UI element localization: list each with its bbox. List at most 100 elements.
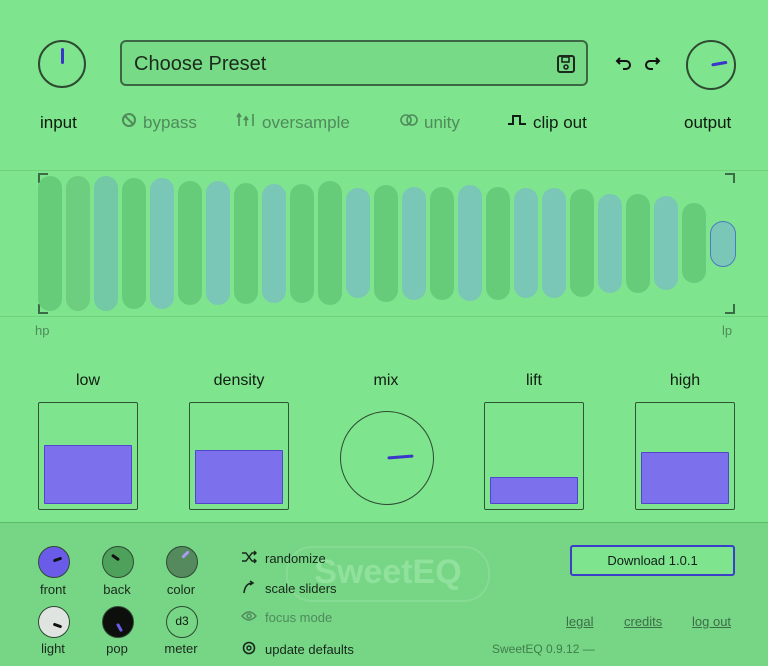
- update-defaults-label: update defaults: [265, 642, 354, 657]
- meter-knob[interactable]: d3: [166, 606, 198, 638]
- input-knob[interactable]: [38, 40, 86, 88]
- clip-out-toggle[interactable]: clip out: [507, 112, 587, 133]
- corner-mark: [38, 173, 48, 183]
- pop-knob[interactable]: [102, 606, 134, 638]
- scale-arrow-icon: [241, 580, 257, 597]
- meter-badge: d3: [175, 614, 189, 628]
- eq-bar[interactable]: [626, 193, 650, 293]
- scale-sliders-button[interactable]: scale sliders: [241, 580, 337, 597]
- eq-bar[interactable]: [486, 186, 510, 300]
- density-slider[interactable]: [189, 402, 289, 510]
- density-label: density: [213, 372, 265, 389]
- save-icon[interactable]: [556, 54, 576, 79]
- eq-bar[interactable]: [710, 221, 736, 267]
- oversample-icon: [236, 112, 256, 133]
- update-defaults-button[interactable]: update defaults: [241, 640, 354, 659]
- low-slider-fill: [44, 445, 132, 504]
- eq-bar[interactable]: [570, 189, 594, 297]
- light-label: light: [41, 641, 65, 656]
- color-knob[interactable]: [166, 546, 198, 578]
- clip-out-icon: [507, 112, 527, 133]
- eq-bar[interactable]: [346, 188, 370, 298]
- high-label: high: [669, 372, 701, 389]
- randomize-button[interactable]: randomize: [241, 550, 326, 567]
- watermark-text: SweetEQ: [314, 553, 462, 591]
- light-knob[interactable]: [38, 606, 70, 638]
- eq-bar[interactable]: [374, 184, 398, 302]
- log-out-link[interactable]: log out: [692, 614, 732, 629]
- eq-bar[interactable]: [178, 181, 202, 305]
- bypass-label: bypass: [143, 112, 197, 132]
- unity-icon: [400, 112, 418, 133]
- unity-label: unity: [424, 112, 460, 132]
- eq-bar[interactable]: [682, 203, 706, 283]
- eq-bar[interactable]: [290, 183, 314, 303]
- front-color-knob[interactable]: [38, 546, 70, 578]
- eq-bar[interactable]: [94, 175, 118, 311]
- preset-selector[interactable]: Choose Preset: [120, 40, 588, 86]
- output-knob[interactable]: [686, 40, 736, 90]
- eq-bar[interactable]: [150, 177, 174, 309]
- input-label: input: [40, 113, 77, 132]
- mix-label: mix: [373, 372, 399, 389]
- eq-bar[interactable]: [234, 182, 258, 304]
- focus-mode-toggle[interactable]: focus mode: [241, 610, 332, 625]
- eq-bar[interactable]: [38, 175, 62, 311]
- credits-link[interactable]: credits: [624, 614, 663, 629]
- back-color-knob[interactable]: [102, 546, 134, 578]
- oversample-toggle[interactable]: oversample: [236, 112, 350, 133]
- eq-bar[interactable]: [318, 181, 342, 305]
- meter-label: meter: [164, 641, 198, 656]
- eye-icon: [241, 610, 257, 625]
- eq-bar[interactable]: [122, 177, 146, 309]
- eq-bar[interactable]: [66, 175, 90, 311]
- high-slider-fill: [641, 452, 729, 504]
- eq-bar[interactable]: [542, 188, 566, 298]
- lift-label: lift: [526, 372, 542, 389]
- eq-bar[interactable]: [206, 181, 230, 305]
- eq-bar[interactable]: [430, 186, 454, 300]
- sweeteq-watermark-logo: SweetEQ: [286, 546, 490, 602]
- undo-icon[interactable]: [614, 53, 634, 78]
- corner-mark: [38, 304, 48, 314]
- eq-bar[interactable]: [262, 183, 286, 303]
- oversample-label: oversample: [262, 112, 350, 132]
- legal-link[interactable]: legal: [566, 614, 594, 629]
- corner-mark: [725, 304, 735, 314]
- eq-bar[interactable]: [514, 188, 538, 298]
- gear-icon: [241, 640, 257, 659]
- eq-bar[interactable]: [402, 186, 426, 300]
- unity-toggle[interactable]: unity: [400, 112, 460, 133]
- randomize-label: randomize: [265, 551, 326, 566]
- high-slider[interactable]: [635, 402, 735, 510]
- lift-slider-fill: [490, 477, 578, 504]
- scale-sliders-label: scale sliders: [265, 581, 337, 596]
- back-label: back: [103, 582, 131, 597]
- eq-bar[interactable]: [458, 185, 482, 301]
- eq-visualizer[interactable]: [0, 170, 768, 317]
- hp-label: hp: [35, 323, 50, 338]
- mix-knob[interactable]: [340, 411, 434, 505]
- bypass-toggle[interactable]: bypass: [121, 112, 197, 133]
- shuffle-icon: [241, 550, 257, 567]
- corner-mark: [725, 173, 735, 183]
- lp-label: lp: [722, 323, 733, 338]
- low-label: low: [75, 372, 100, 389]
- pop-label: pop: [106, 641, 128, 656]
- lift-slider[interactable]: [484, 402, 584, 510]
- clip-out-label: clip out: [533, 112, 587, 132]
- front-label: front: [39, 582, 66, 597]
- bypass-icon: [121, 112, 137, 133]
- density-slider-fill: [195, 450, 283, 504]
- low-slider[interactable]: [38, 402, 138, 510]
- focus-mode-label: focus mode: [265, 610, 333, 625]
- preset-label: Choose Preset: [134, 53, 267, 75]
- version-text: SweetEQ 0.9.12 —: [492, 642, 595, 656]
- download-button[interactable]: Download 1.0.1: [570, 545, 735, 576]
- color-label: color: [166, 582, 196, 597]
- eq-bar[interactable]: [598, 193, 622, 293]
- settings-panel: SweetEQ front back color light pop d3 me…: [0, 522, 768, 666]
- output-label: output: [684, 113, 732, 132]
- eq-bar[interactable]: [654, 196, 678, 290]
- redo-icon[interactable]: [642, 53, 662, 78]
